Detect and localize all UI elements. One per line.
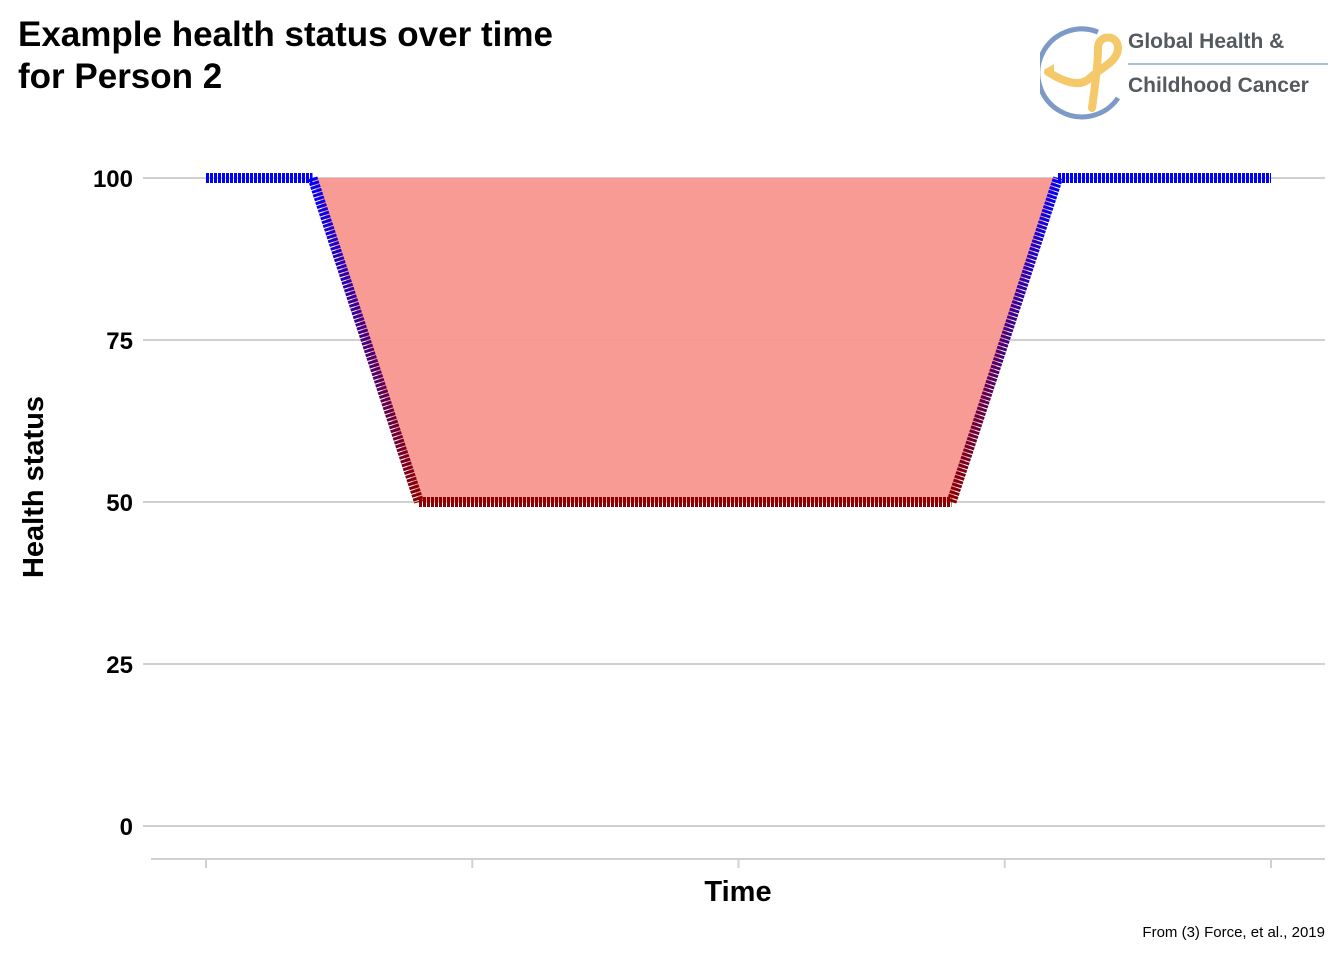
logo-text-line1: Global Health & [1128, 30, 1285, 53]
y-tick-label-50: 50 [106, 490, 133, 517]
y-tick-labels: 0 25 50 75 100 [93, 166, 133, 841]
series-line-segment-3 [946, 176, 1063, 504]
source-caption: From (3) Force, et al., 2019 [1142, 924, 1325, 941]
y-axis-title: Health status [18, 396, 50, 578]
y-tick-label-100: 100 [93, 166, 133, 193]
chart-title-line1: Example health status over time [18, 15, 553, 54]
y-tick-label-25: 25 [106, 652, 133, 679]
series-line-layer [206, 173, 1271, 507]
x-axis [151, 858, 1325, 868]
logo-text-line2: Childhood Cancer [1128, 74, 1309, 97]
x-axis-title: Time [704, 876, 771, 908]
organization-logo: Global Health & Childhood Cancer [1040, 20, 1340, 120]
logo-divider [1128, 63, 1328, 65]
shaded-area-layer [312, 178, 1058, 502]
y-tick-label-0: 0 [120, 814, 133, 841]
chart-title: Example health status over time for Pers… [18, 14, 553, 98]
series-line-segment-1 [307, 176, 424, 504]
chart-title-line2: for Person 2 [18, 57, 223, 96]
ribbon-logo-icon [1040, 26, 1123, 120]
y-tick-label-75: 75 [106, 328, 133, 355]
shaded-health-loss-area [312, 178, 1058, 502]
